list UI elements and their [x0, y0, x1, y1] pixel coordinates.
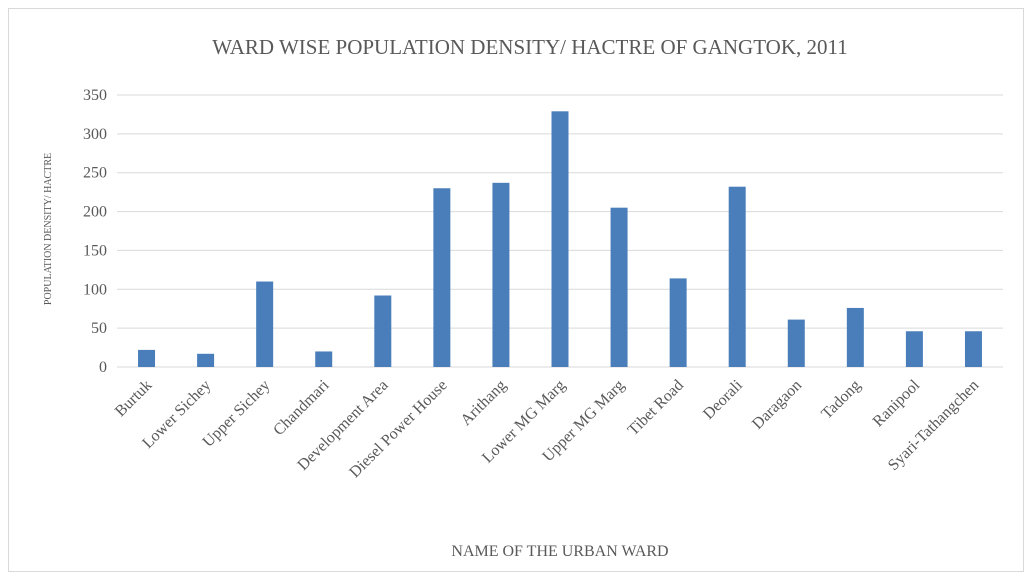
bar: [846, 307, 864, 367]
bar: [315, 351, 333, 367]
x-tick-label: Arithang: [458, 377, 510, 429]
bar: [374, 295, 392, 367]
y-tick-label: 350: [83, 87, 107, 104]
x-tick-label: Tibet Road: [625, 377, 687, 439]
bar: [787, 319, 805, 367]
x-tick-label: Ranipool: [870, 376, 924, 430]
x-tick-label: Diesel Power House: [346, 377, 450, 481]
y-tick-label: 250: [83, 165, 107, 182]
bar: [905, 331, 923, 367]
x-axis-title: NAME OF THE URBAN WARD: [451, 543, 668, 560]
y-tick-label: 100: [83, 281, 107, 298]
bar: [433, 188, 451, 367]
bar: [138, 349, 156, 367]
y-tick-label: 0: [99, 359, 107, 376]
bar: [610, 207, 628, 367]
y-axis-ticks: 0 50 100 150 200 250 300 350: [83, 87, 107, 376]
bar: [964, 331, 982, 367]
chart-title: WARD WISE POPULATION DENSITY/ HACTRE OF …: [212, 35, 847, 59]
x-tick-label: Chandmari: [270, 376, 333, 439]
bar: [256, 281, 274, 367]
chart-frame: [8, 8, 1024, 572]
y-tick-label: 300: [83, 126, 107, 143]
y-tick-label: 50: [91, 320, 107, 337]
bar: [197, 353, 215, 367]
y-axis-title: POPULATION DENSITY/ HACTRE: [43, 153, 54, 305]
x-tick-label: Tadong: [818, 377, 864, 423]
y-tick-label: 150: [83, 242, 107, 259]
y-tick-label: 200: [83, 204, 107, 221]
bar: [728, 186, 746, 367]
bars: [138, 111, 982, 367]
bar: [669, 278, 687, 367]
bar: [551, 111, 569, 367]
x-tick-label: Daragaon: [749, 377, 805, 433]
bar: [492, 182, 510, 367]
x-tick-label: Burtuk: [112, 377, 155, 420]
x-tick-label: Deorali: [700, 376, 746, 422]
